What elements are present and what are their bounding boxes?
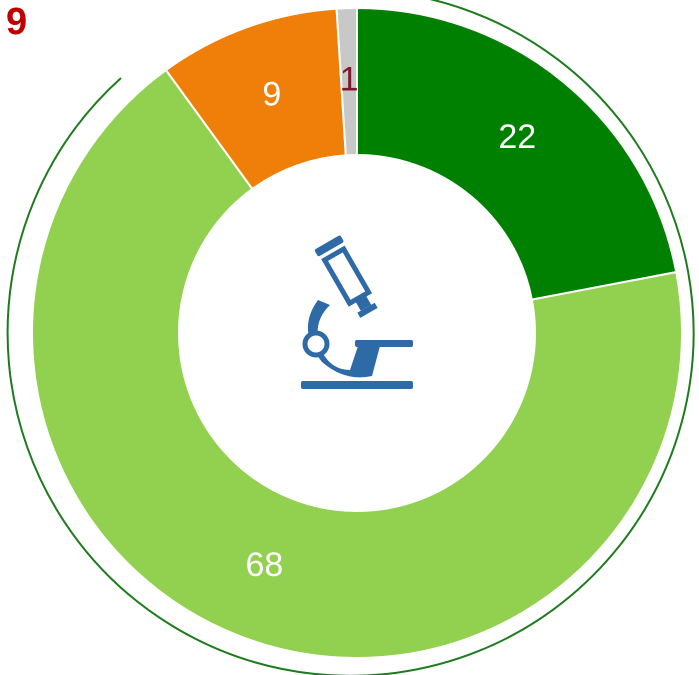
microscope-icon bbox=[301, 235, 413, 389]
donut-segment bbox=[31, 68, 683, 659]
segments bbox=[31, 6, 683, 659]
data-label: 68 bbox=[246, 546, 284, 584]
donut-segment bbox=[335, 6, 358, 157]
donut-segment bbox=[356, 6, 678, 301]
data-label: 1 bbox=[340, 61, 359, 99]
data-label: 9 bbox=[262, 75, 281, 113]
labels: 22 68 9 1 bbox=[246, 61, 537, 584]
chart-title: 9 bbox=[6, 1, 27, 43]
data-label: 22 bbox=[498, 118, 536, 156]
decorative-ring bbox=[6, 0, 695, 675]
